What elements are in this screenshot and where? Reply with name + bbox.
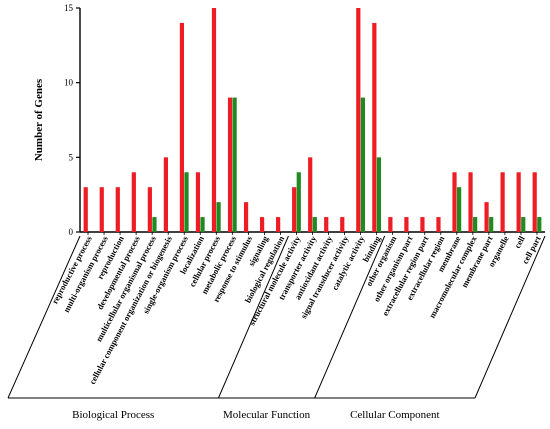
bar bbox=[473, 217, 478, 232]
bar bbox=[372, 22, 377, 232]
bar bbox=[308, 157, 313, 232]
bar bbox=[312, 217, 317, 232]
group-divider bbox=[474, 235, 546, 399]
axes: 0 5 10 15 bbox=[64, 3, 545, 237]
group-divider bbox=[217, 235, 289, 399]
group-divider bbox=[314, 235, 386, 399]
y-axis-label: Number of Genes bbox=[33, 78, 45, 161]
group-label: Molecular Function bbox=[223, 409, 311, 421]
bar bbox=[532, 172, 537, 232]
bar bbox=[179, 22, 185, 232]
bar bbox=[83, 187, 88, 232]
bar bbox=[115, 187, 120, 232]
bar bbox=[537, 217, 542, 232]
bar bbox=[484, 202, 489, 232]
bar bbox=[500, 172, 505, 232]
bar bbox=[452, 172, 457, 232]
bar bbox=[388, 217, 393, 232]
bar bbox=[356, 8, 361, 232]
bar bbox=[243, 202, 249, 232]
bar bbox=[292, 187, 297, 232]
bar bbox=[521, 217, 526, 232]
bar bbox=[516, 172, 521, 232]
bar bbox=[152, 217, 157, 232]
bar bbox=[131, 172, 136, 232]
bar bbox=[211, 8, 217, 232]
bar bbox=[232, 97, 237, 232]
bar bbox=[360, 97, 366, 232]
bar bbox=[147, 187, 152, 232]
bars bbox=[83, 8, 542, 232]
bar bbox=[457, 187, 462, 232]
group-label: Biological Process bbox=[72, 409, 154, 421]
bar bbox=[436, 217, 441, 232]
bar bbox=[163, 157, 168, 232]
bar bbox=[340, 217, 345, 232]
bar bbox=[489, 217, 494, 232]
bar bbox=[184, 172, 189, 232]
y-tick-label: 0 bbox=[69, 227, 74, 237]
bar bbox=[468, 172, 473, 232]
bar bbox=[324, 217, 329, 232]
bar bbox=[259, 217, 265, 232]
category-label: cell bbox=[512, 234, 527, 250]
bar bbox=[99, 187, 104, 232]
bar bbox=[404, 217, 409, 232]
bar bbox=[216, 202, 221, 232]
bar bbox=[376, 157, 382, 232]
bar bbox=[420, 217, 425, 232]
group-brackets: Biological Process Molecular Function Cell… bbox=[7, 235, 546, 421]
group-label: Cellular Component bbox=[350, 409, 440, 421]
group-divider bbox=[7, 235, 81, 399]
bar bbox=[200, 217, 205, 232]
y-tick-label: 5 bbox=[69, 152, 74, 162]
bar bbox=[296, 172, 301, 232]
bar bbox=[227, 97, 233, 232]
bar bbox=[195, 172, 201, 232]
bar bbox=[276, 217, 281, 232]
y-tick-label: 15 bbox=[64, 3, 74, 13]
y-tick-label: 10 bbox=[64, 78, 74, 88]
